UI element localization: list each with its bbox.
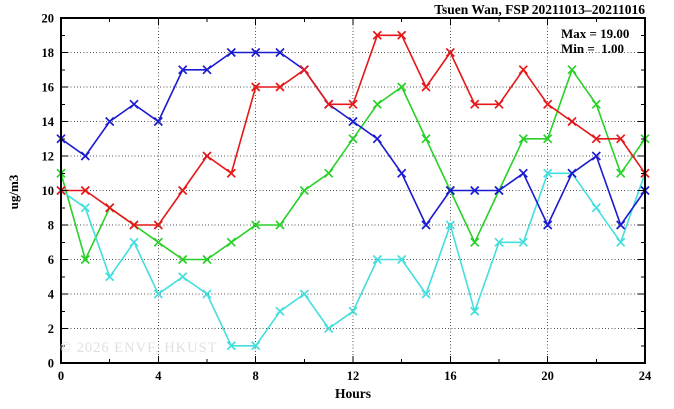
y-tick-label: 0 (48, 357, 54, 371)
legend-max-value: Max = 19.00 (561, 26, 630, 41)
y-tick-label: 20 (42, 12, 55, 26)
y-tick-label: 14 (42, 115, 55, 129)
x-tick-label: 20 (541, 369, 554, 383)
legend-min-value: Min = 1.00 (561, 41, 625, 56)
watermark: © 2026 ENVF, HKUST (60, 340, 218, 356)
y-tick-label: 4 (48, 288, 55, 302)
y-tick-label: 12 (42, 150, 55, 164)
y-axis-title: ug/m3 (6, 174, 21, 210)
x-tick-label: 12 (347, 369, 360, 383)
x-tick-label: 16 (444, 369, 457, 383)
y-tick-label: 18 (42, 46, 55, 60)
chart-title: Tsuen Wan, FSP 20211013–20211016 (434, 2, 645, 17)
y-tick-label: 2 (48, 322, 54, 336)
x-axis-title: Hours (334, 386, 371, 401)
red-series (56, 30, 650, 230)
x-tick-label: 0 (58, 369, 64, 383)
x-tick-label: 4 (155, 369, 162, 383)
cyan-series (56, 168, 650, 351)
y-tick-label: 16 (42, 81, 55, 95)
y-tick-label: 8 (48, 219, 54, 233)
x-tick-label: 8 (253, 369, 259, 383)
x-tick-label: 24 (639, 369, 652, 383)
y-tick-label: 10 (42, 184, 55, 198)
y-tick-label: 6 (48, 253, 54, 267)
axis-ticks (60, 17, 646, 364)
